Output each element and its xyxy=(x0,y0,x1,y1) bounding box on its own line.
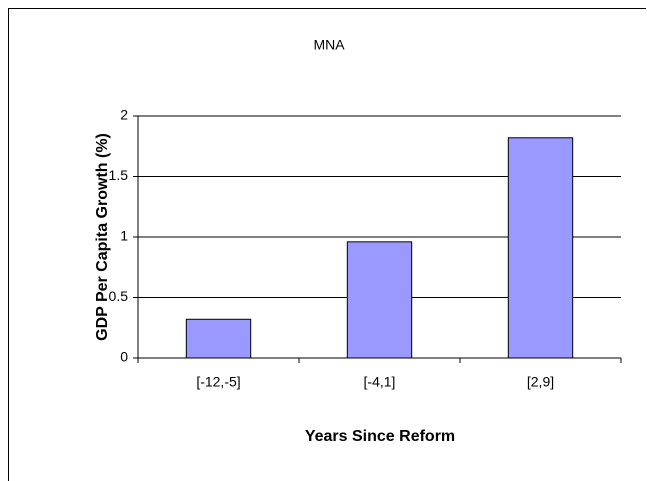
y-axis-label: GDP Per Capita Growth (%) xyxy=(94,133,111,341)
bar xyxy=(185,318,252,359)
y-tick-label: 2 xyxy=(120,107,128,123)
y-tick-label: 1.5 xyxy=(109,167,129,183)
y-tick-label: 0.5 xyxy=(109,288,129,304)
bar xyxy=(346,241,413,359)
x-tick-label: [-4,1] xyxy=(364,374,396,390)
frame xyxy=(8,8,646,481)
bar xyxy=(507,137,574,359)
chart-title: MNA xyxy=(313,37,345,53)
y-tick-label: 0 xyxy=(120,349,128,365)
x-axis-label: Years Since Reform xyxy=(305,428,455,445)
y-tick-label: 1 xyxy=(120,228,128,244)
x-tick-label: [-12,-5] xyxy=(196,374,240,390)
x-tick-label: [2,9] xyxy=(527,374,554,390)
